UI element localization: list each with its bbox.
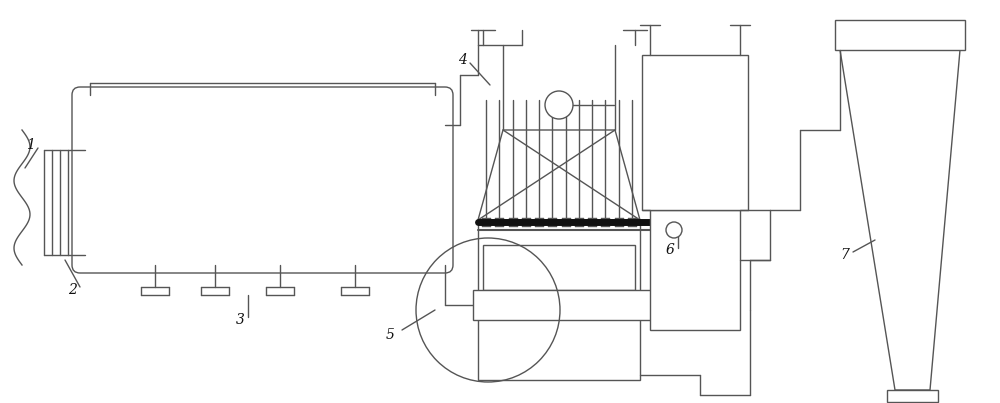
Bar	[887, 390, 938, 402]
Polygon shape	[840, 50, 960, 390]
Bar	[658, 225, 666, 235]
Text: 7: 7	[841, 248, 849, 262]
Bar	[650, 210, 740, 330]
Circle shape	[666, 222, 682, 238]
FancyBboxPatch shape	[72, 87, 453, 273]
Text: 4: 4	[458, 53, 466, 67]
Text: 5: 5	[386, 328, 394, 342]
Bar	[473, 290, 685, 320]
Bar	[483, 245, 635, 290]
Text: 2: 2	[68, 283, 76, 297]
Text: 6: 6	[666, 243, 674, 257]
Bar	[642, 55, 748, 210]
Text: 1: 1	[26, 138, 34, 152]
Polygon shape	[478, 130, 640, 220]
Circle shape	[545, 91, 573, 119]
Bar	[835, 20, 965, 50]
Text: 3: 3	[236, 313, 244, 327]
Bar	[478, 220, 640, 380]
